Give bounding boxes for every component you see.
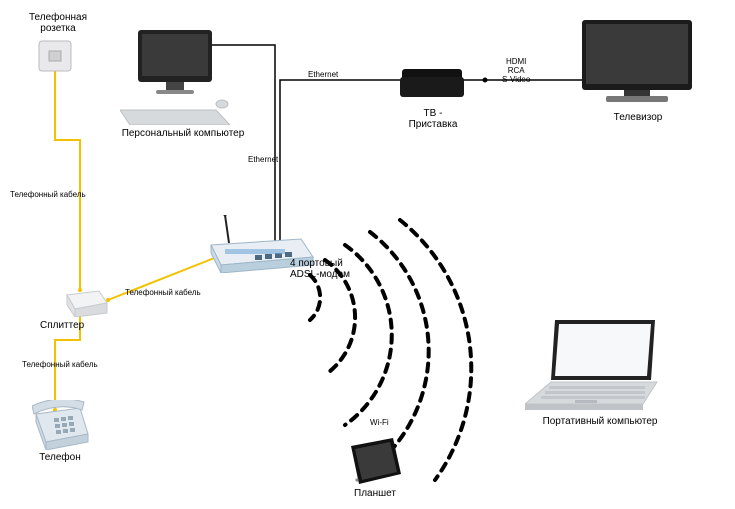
tablet-label: Планшет xyxy=(340,488,410,499)
ethernet-label-2: Ethernet xyxy=(308,70,338,79)
tv-label: Телевизор xyxy=(598,112,678,123)
wall-socket-label: Телефоннаярозетка xyxy=(18,12,98,34)
tv-icon xyxy=(580,20,695,108)
wifi-arc-1 xyxy=(310,275,320,320)
stb-label: ТВ -Приставка xyxy=(398,108,468,130)
hdmi-label: HDMIRCAS-Video xyxy=(502,58,530,84)
wall-socket-icon xyxy=(38,40,72,74)
splitter-icon xyxy=(65,285,109,317)
wifi-arc-5 xyxy=(400,220,471,480)
splitter-label: Сплиттер xyxy=(40,320,100,331)
tel-cable-label-3: Телефонный кабель xyxy=(22,360,98,369)
wifi-label: Wi-Fi xyxy=(370,418,389,427)
tel-cable-label-1: Телефонный кабель xyxy=(10,190,86,199)
laptop-icon xyxy=(525,320,665,415)
laptop-label: Портативный компьютер xyxy=(525,416,675,427)
wifi-arc-4 xyxy=(370,232,429,470)
diagram-stage: Телефоннаярозетка Персональный компьютер… xyxy=(0,0,735,509)
modem-label: 4 портовыйADSL-модем xyxy=(290,258,370,280)
pc-label: Персональный компьютер xyxy=(108,128,258,139)
ethernet-label-1: Ethernet xyxy=(248,155,278,164)
phone-label: Телефон xyxy=(30,452,90,463)
tablet-icon xyxy=(345,438,405,486)
tel-cable-label-2: Телефонный кабель xyxy=(125,288,201,297)
stb-icon xyxy=(400,65,464,103)
pc-icon xyxy=(120,30,230,125)
phone-icon xyxy=(32,400,92,450)
